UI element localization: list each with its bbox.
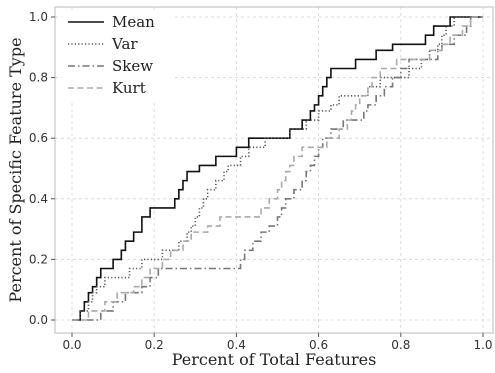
x-tick-label: 0.2 xyxy=(145,338,164,352)
series-line-skew xyxy=(72,16,483,321)
series-lines xyxy=(72,16,483,321)
series-line-mean xyxy=(72,16,483,321)
y-tick-label: 0.0 xyxy=(29,313,48,327)
x-tick-label: 0.4 xyxy=(227,338,246,352)
x-tick-label: 1.0 xyxy=(473,338,492,352)
plot-frame xyxy=(54,6,494,334)
legend-entry-mean: Mean xyxy=(112,13,155,31)
x-tick-label: 0.6 xyxy=(309,338,328,352)
legend-entry-skew: Skew xyxy=(112,57,153,75)
x-tick-label: 0.0 xyxy=(62,338,81,352)
x-axis-label: Percent of Total Features xyxy=(172,350,377,369)
series-line-var xyxy=(72,16,483,321)
y-tick-label: 0.4 xyxy=(29,192,48,206)
legend-entry-var: Var xyxy=(111,35,138,53)
y-tick-label: 0.8 xyxy=(29,71,48,85)
x-tick-label: 0.8 xyxy=(391,338,410,352)
axis-ticks: 0.0 0.2 0.4 0.6 0.8 1.0 0.0 0.2 0.4 0.6 0.8 1.0 xyxy=(29,10,493,352)
y-tick-label: 0.6 xyxy=(29,131,48,145)
y-tick-label: 1.0 xyxy=(29,10,48,24)
legend-entry-kurt: Kurt xyxy=(112,79,146,97)
y-axis-label: Percent of Specific Feature Type xyxy=(6,37,25,302)
series-line-kurt xyxy=(72,16,483,321)
legend: Mean Var Skew Kurt xyxy=(62,10,172,100)
y-tick-label: 0.2 xyxy=(29,252,48,266)
legend-background xyxy=(62,10,172,100)
